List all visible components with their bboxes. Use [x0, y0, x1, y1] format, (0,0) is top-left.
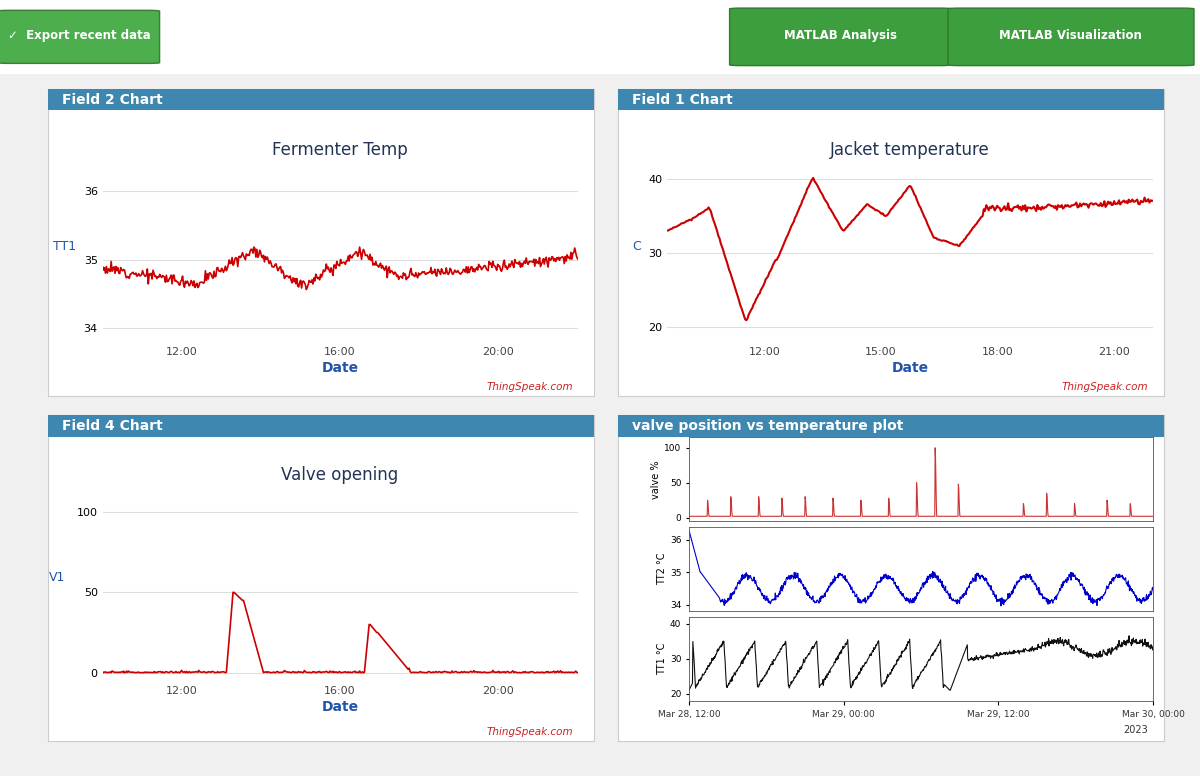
Y-axis label: TT1: TT1	[53, 240, 76, 253]
Y-axis label: valve %: valve %	[652, 460, 661, 498]
X-axis label: Date: Date	[892, 361, 929, 375]
FancyBboxPatch shape	[730, 8, 952, 66]
Text: ThingSpeak.com: ThingSpeak.com	[486, 727, 572, 736]
Title: Jacket temperature: Jacket temperature	[830, 141, 990, 159]
Text: ThingSpeak.com: ThingSpeak.com	[486, 382, 572, 392]
Text: ThingSpeak.com: ThingSpeak.com	[1062, 382, 1148, 392]
Text: Field 2 Chart: Field 2 Chart	[61, 92, 162, 106]
Text: Field 1 Chart: Field 1 Chart	[631, 92, 732, 106]
Text: MATLAB Analysis: MATLAB Analysis	[784, 29, 896, 42]
Y-axis label: TT2 °C: TT2 °C	[658, 553, 667, 585]
Title: Valve opening: Valve opening	[282, 466, 398, 483]
X-axis label: Date: Date	[322, 700, 359, 714]
Y-axis label: TT1 °C: TT1 °C	[658, 643, 667, 675]
X-axis label: Date: Date	[322, 361, 359, 375]
Text: ✓  Export recent data: ✓ Export recent data	[8, 29, 150, 42]
Text: Field 4 Chart: Field 4 Chart	[61, 419, 162, 433]
Text: valve position vs temperature plot: valve position vs temperature plot	[631, 419, 904, 433]
FancyBboxPatch shape	[948, 8, 1194, 66]
Text: MATLAB Visualization: MATLAB Visualization	[998, 29, 1142, 42]
Y-axis label: V1: V1	[49, 571, 66, 584]
FancyBboxPatch shape	[0, 10, 160, 64]
Text: 2023: 2023	[1123, 725, 1147, 735]
Title: Fermenter Temp: Fermenter Temp	[272, 141, 408, 159]
Y-axis label: C: C	[632, 240, 642, 253]
